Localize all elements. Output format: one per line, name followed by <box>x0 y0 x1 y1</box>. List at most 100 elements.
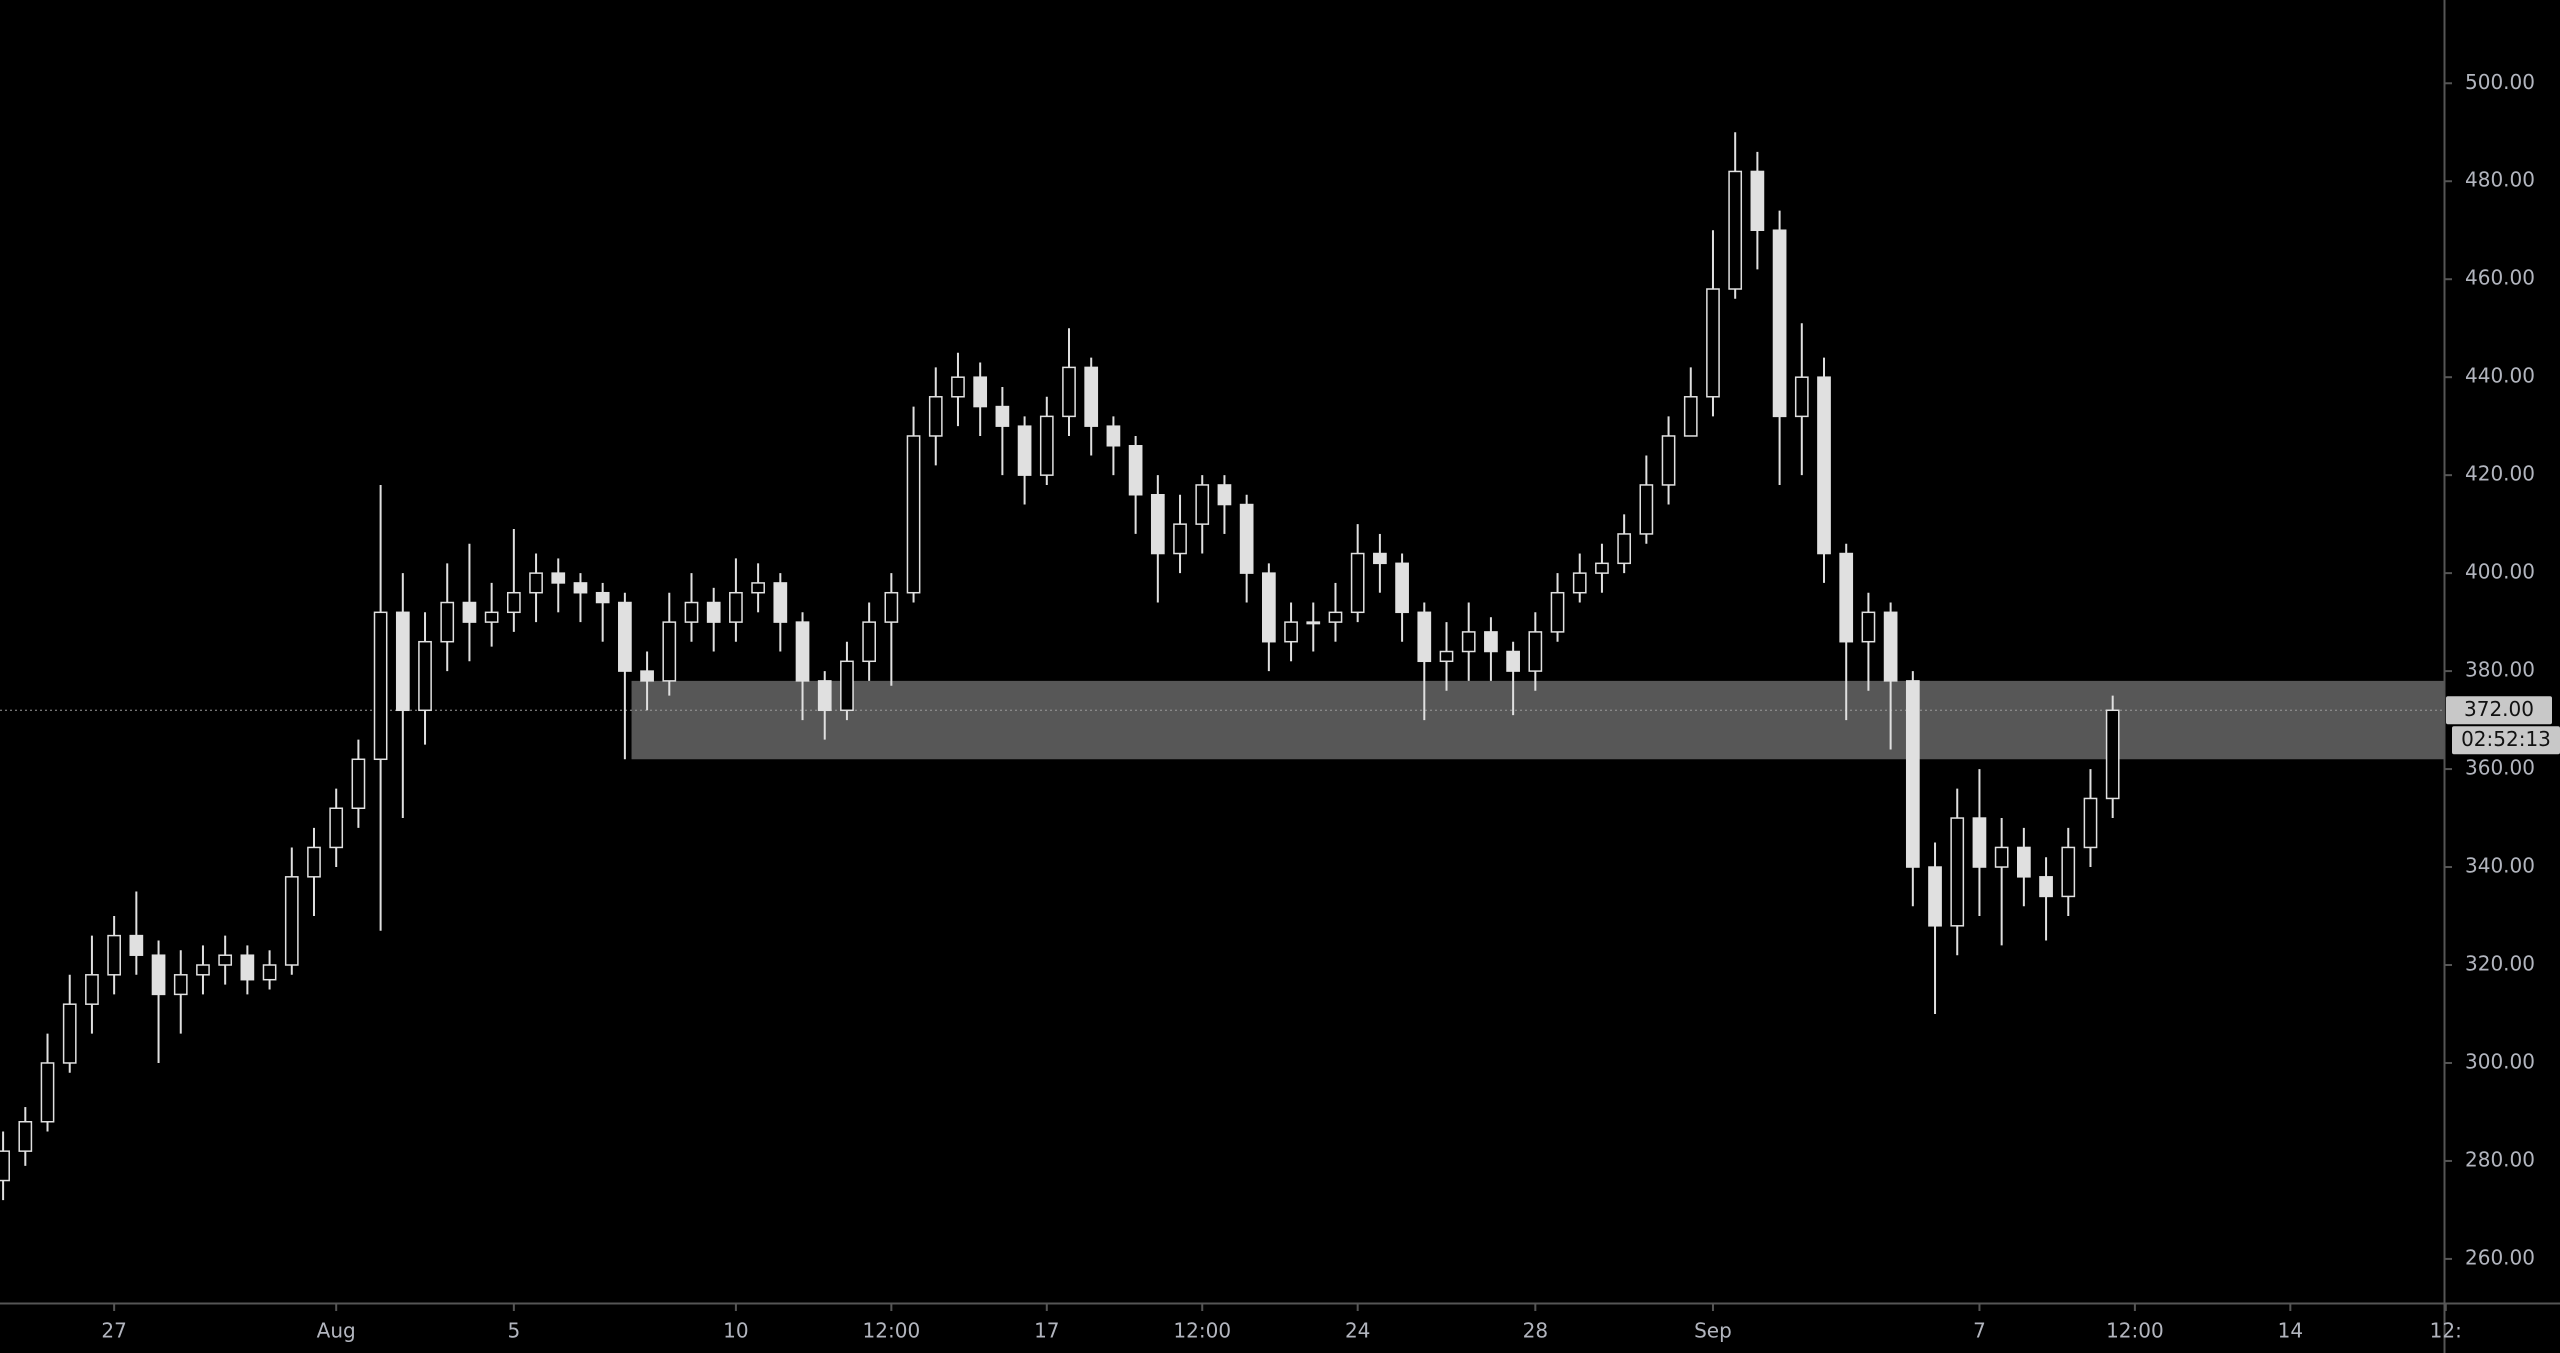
candle-body <box>2017 846 2031 878</box>
candle-body <box>240 954 255 981</box>
candle-body <box>1772 229 1787 418</box>
candle-body <box>906 435 921 594</box>
candle-body <box>218 954 233 966</box>
candle-body <box>0 1150 10 1182</box>
candle-body <box>1417 611 1432 663</box>
candle-body <box>462 601 477 623</box>
candle-body <box>573 582 588 594</box>
candle-body <box>862 621 877 663</box>
y-tick-label: 340.00 <box>2465 854 2535 878</box>
candle-body <box>1883 611 1898 682</box>
candle-body <box>107 934 121 976</box>
x-tick-label: Aug <box>317 1319 356 1343</box>
x-tick-label: 12:00 <box>863 1319 921 1343</box>
y-tick-label: 460.00 <box>2465 266 2535 290</box>
y-tick-label: 280.00 <box>2465 1147 2535 1171</box>
candle-body <box>1595 562 1609 574</box>
candle-body <box>373 611 388 761</box>
candle-body <box>1062 366 1076 418</box>
candle-body <box>173 974 188 996</box>
candle-body <box>329 807 344 849</box>
candle-body <box>1750 170 1765 231</box>
price-tag-label: 372.00 <box>2464 697 2534 721</box>
candle-body <box>484 611 499 623</box>
candle-body <box>1439 650 1454 663</box>
candle-body <box>1661 435 1676 486</box>
candle-body <box>1461 631 1476 653</box>
candle-body <box>1639 484 1654 535</box>
candle-body <box>1484 631 1498 653</box>
candle-body <box>129 934 144 956</box>
price-axis-bg <box>2444 0 2560 1353</box>
candle-body <box>1794 376 1809 418</box>
x-tick-label: 5 <box>507 1319 520 1343</box>
y-tick-label: 380.00 <box>2465 658 2535 682</box>
x-tick-label: 14 <box>2278 1319 2303 1343</box>
candle-body <box>395 611 410 712</box>
x-tick-label: 28 <box>1523 1319 1548 1343</box>
candle-body <box>1128 445 1143 496</box>
candle-body <box>1350 552 1365 614</box>
candle-body <box>284 876 299 966</box>
candle-body <box>1928 866 1942 927</box>
candle-body <box>506 591 521 614</box>
x-tick-label: 12: <box>2430 1319 2462 1343</box>
candle-body <box>1861 611 1876 643</box>
candle-body <box>418 640 432 712</box>
candle-body <box>840 660 854 712</box>
candle-body <box>729 591 743 623</box>
candle-body <box>1728 170 1743 290</box>
candle-body <box>1683 396 1698 437</box>
candle-body <box>706 601 721 623</box>
candle-body <box>751 582 765 594</box>
countdown-label: 02:52:13 <box>2461 727 2551 751</box>
candle-body <box>307 846 321 878</box>
countdown-tag <box>2452 726 2560 755</box>
x-tick-label: 24 <box>1345 1319 1370 1343</box>
y-tick-label: 400.00 <box>2465 560 2535 584</box>
candle-body <box>2039 876 2053 898</box>
candle-body <box>1839 552 1854 643</box>
candle-body <box>1706 288 1720 398</box>
candle-body <box>951 376 965 398</box>
candle-body <box>1972 817 1987 868</box>
candle-body <box>1039 415 1054 476</box>
candle-body <box>1617 533 1632 565</box>
candle-body <box>1239 503 1254 574</box>
x-tick-label: 17 <box>1034 1319 1059 1343</box>
candle-body <box>618 601 632 672</box>
candle-body <box>551 572 566 584</box>
candle-body <box>773 582 788 623</box>
candle-body <box>351 758 366 810</box>
candle-body <box>995 405 1010 427</box>
candle-body <box>1306 621 1321 625</box>
y-tick-label: 480.00 <box>2465 168 2535 192</box>
candle-body <box>1506 650 1520 672</box>
candle-body <box>2083 797 2098 849</box>
candle-body <box>1195 484 1210 525</box>
candle-body <box>196 964 210 976</box>
y-tick-label: 320.00 <box>2465 952 2535 976</box>
candle-body <box>1328 611 1343 623</box>
y-tick-label: 360.00 <box>2465 756 2535 780</box>
candle-body <box>817 680 832 712</box>
y-tick-label: 420.00 <box>2465 462 2535 486</box>
candle-body <box>928 396 943 437</box>
candle-body <box>1550 591 1565 633</box>
y-tick-label: 300.00 <box>2465 1049 2535 1073</box>
x-tick-label: 12:00 <box>2106 1319 2164 1343</box>
price-tag <box>2446 696 2552 725</box>
candle-body <box>62 1003 77 1064</box>
x-tick-label: Sep <box>1694 1319 1732 1343</box>
candle-body <box>1572 572 1587 594</box>
candle-body <box>795 621 810 682</box>
candle-body <box>1994 846 2009 868</box>
candle-body <box>973 376 988 408</box>
candle-body <box>1528 631 1543 672</box>
candle-body <box>884 591 899 623</box>
candle-body <box>440 601 455 643</box>
candle-body <box>1017 425 1032 476</box>
candle-body <box>684 601 699 623</box>
